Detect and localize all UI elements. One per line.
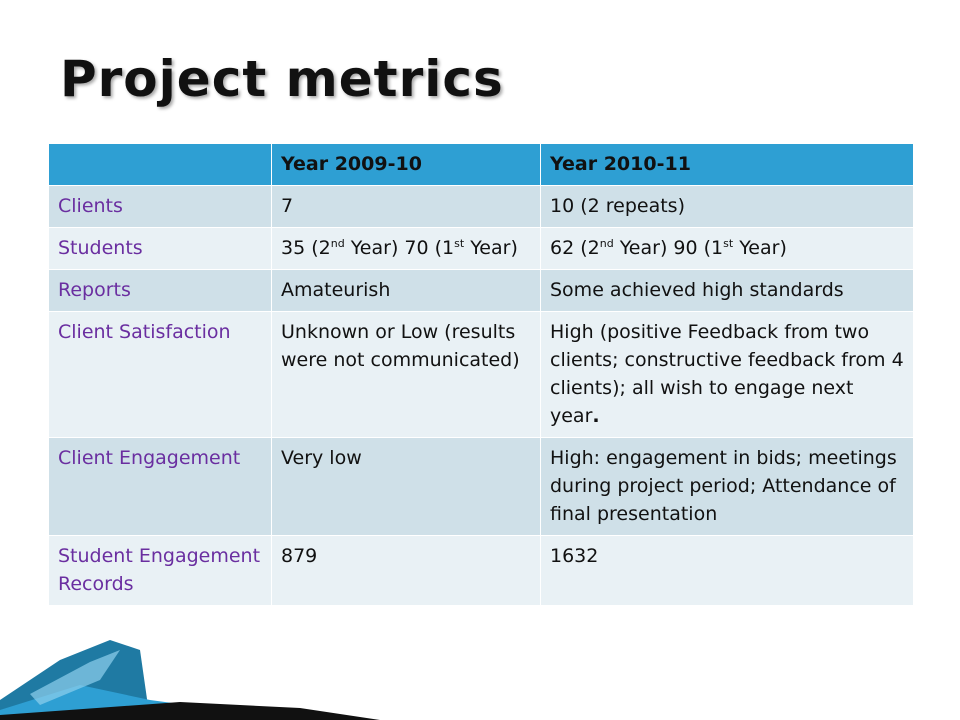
header-year-2010-11: Year 2010-11 <box>540 143 914 186</box>
header-empty-cell <box>48 143 272 186</box>
table-cell: Amateurish <box>271 269 541 312</box>
table-cell: 7 <box>271 185 541 228</box>
table-row-client-satisfaction: Client Satisfaction Unknown or Low (resu… <box>48 311 914 438</box>
table-cell: High: engagement in bids; meetings durin… <box>540 437 914 536</box>
table-cell: High (positive Feedback from two clients… <box>540 311 914 438</box>
row-label: Reports <box>48 269 272 312</box>
page-title: Project metrics <box>60 50 504 108</box>
table-cell: 1632 <box>540 535 914 606</box>
table-row-clients: Clients 7 10 (2 repeats) <box>48 185 914 228</box>
row-label: Students <box>48 227 272 270</box>
row-label: Student Engagement Records <box>48 535 272 606</box>
table-cell: 10 (2 repeats) <box>540 185 914 228</box>
table-row-student-engagement-records: Student Engagement Records 879 1632 <box>48 535 914 606</box>
table-cell: Unknown or Low (results were not communi… <box>271 311 541 438</box>
table-cell: 879 <box>271 535 541 606</box>
corner-decoration <box>0 640 380 720</box>
table-cell: Some achieved high standards <box>540 269 914 312</box>
table-row-client-engagement: Client Engagement Very low High: engagem… <box>48 437 914 536</box>
table-header-row: Year 2009-10 Year 2010-11 <box>48 143 914 186</box>
table-cell: 62 (2nd Year) 90 (1st Year) <box>540 227 914 270</box>
row-label: Clients <box>48 185 272 228</box>
table-row-reports: Reports Amateurish Some achieved high st… <box>48 269 914 312</box>
table-cell: 35 (2nd Year) 70 (1st Year) <box>271 227 541 270</box>
metrics-table: Year 2009-10 Year 2010-11 Clients 7 10 (… <box>48 143 914 606</box>
table-row-students: Students 35 (2nd Year) 70 (1st Year) 62 … <box>48 227 914 270</box>
table-cell: Very low <box>271 437 541 536</box>
row-label: Client Engagement <box>48 437 272 536</box>
row-label: Client Satisfaction <box>48 311 272 438</box>
header-year-2009-10: Year 2009-10 <box>271 143 541 186</box>
